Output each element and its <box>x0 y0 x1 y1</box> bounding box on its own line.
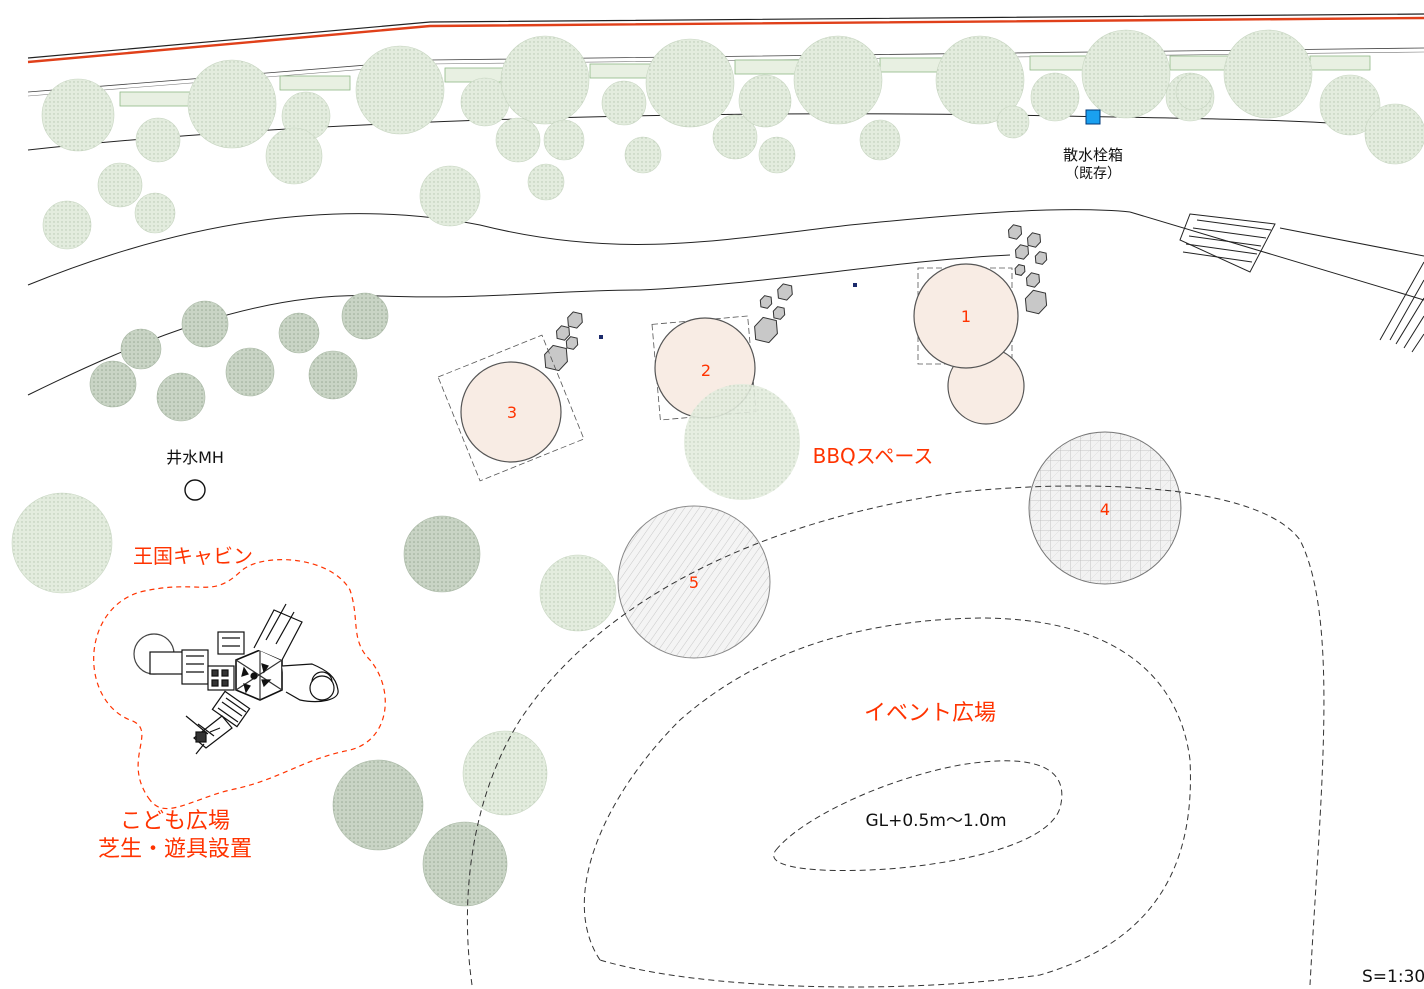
tree-canopy-icon <box>278 312 320 354</box>
tree-canopy-icon <box>308 350 358 400</box>
tree-canopy-icon <box>527 163 565 201</box>
paved-area-4 <box>1028 431 1182 585</box>
tree-canopy-icon <box>187 59 277 149</box>
tree-canopy-icon <box>935 35 1025 125</box>
kids-plaza-sublabel: 芝生・遊具設置 <box>98 837 252 862</box>
tree-canopy-icon <box>403 515 481 593</box>
sprinkler-box-label: 散水栓箱 <box>1063 146 1123 164</box>
tree-canopy-icon <box>355 45 445 135</box>
sprinkler-box-label-existing: （既存） <box>1065 166 1121 182</box>
square-marker-icon <box>1085 109 1101 125</box>
marker-icon <box>599 335 603 339</box>
boulder-icon <box>1034 251 1048 265</box>
boulder-icon <box>1026 232 1042 248</box>
tree-canopy-icon <box>738 74 792 128</box>
tree-canopy-icon <box>41 78 115 152</box>
event-plaza-contours <box>466 485 1325 988</box>
tree-canopy-icon <box>543 119 585 161</box>
bbq-space-label: BBQスペース <box>813 444 934 468</box>
marker-icon <box>853 283 857 287</box>
tree-canopy-icon <box>1081 29 1171 119</box>
tree-canopy-icon <box>134 192 176 234</box>
stairs <box>1129 211 1424 353</box>
tree-canopy-icon <box>341 292 389 340</box>
tree-canopy-icon <box>539 554 617 632</box>
boulder-icon <box>555 325 571 341</box>
lawn-area-5 <box>617 505 771 659</box>
bbq-spot-1 <box>913 263 1025 425</box>
bbq-spot-3 <box>437 334 585 482</box>
tree-canopy-icon <box>712 114 758 160</box>
boulder-icon <box>1024 289 1048 315</box>
tree-canopy-icon <box>419 165 481 227</box>
ground-level-label: GL+0.5m〜1.0m <box>865 811 1006 831</box>
boulder-group <box>544 224 1048 372</box>
tree-canopy-icon <box>97 162 143 208</box>
play-structure-icon <box>133 603 339 755</box>
boulder-icon <box>565 336 579 350</box>
boulder-icon <box>754 316 778 344</box>
spot-number-3: 3 <box>507 403 517 422</box>
tree-canopy-icon <box>89 360 137 408</box>
tree-canopy-icon <box>500 35 590 125</box>
boulder-icon <box>1025 272 1041 288</box>
tree-canopy-icon <box>42 200 92 250</box>
event-plaza-label: イベント広場 <box>864 701 996 726</box>
boulder-icon <box>1014 244 1030 260</box>
tree-canopy-icon <box>758 136 796 174</box>
tree-canopy-icon <box>135 117 181 163</box>
tree-canopy-icon <box>225 347 275 397</box>
tree-canopy-icon <box>462 730 548 816</box>
spot-number-2: 2 <box>701 361 711 380</box>
tree-canopy-icon <box>624 136 662 174</box>
tree-canopy-icon <box>1364 103 1424 165</box>
tree-canopy-icon <box>859 119 901 161</box>
spot-number-1: 1 <box>961 307 971 326</box>
well-mh-label: 井水MH <box>166 448 224 467</box>
tree-canopy-icon <box>495 117 541 163</box>
boulder-icon <box>1007 224 1023 240</box>
spot-number-5: 5 <box>689 573 699 592</box>
tree-canopy-icon <box>793 35 883 125</box>
tree-canopy-icon <box>684 384 800 500</box>
manhole-circle-icon <box>184 479 206 501</box>
tree-canopy-icon <box>181 300 229 348</box>
tree-canopy-icon <box>156 372 206 422</box>
boulder-icon <box>777 283 793 301</box>
spot-number-4: 4 <box>1100 500 1110 519</box>
tree-canopy-icon <box>1319 74 1381 136</box>
boulder-icon <box>567 311 583 329</box>
scale-label: S=1:30 <box>1362 967 1424 987</box>
tree-canopy-icon <box>645 38 735 128</box>
tree-canopy-icon <box>1030 72 1080 122</box>
tree-canopies <box>11 29 1424 907</box>
boulder-icon <box>772 306 786 320</box>
tree-canopy-icon <box>265 127 323 185</box>
tree-canopy-icon <box>1175 73 1213 111</box>
kids-plaza-boundary <box>93 559 386 810</box>
tree-canopy-icon <box>996 105 1030 139</box>
boulder-icon <box>1014 264 1026 276</box>
tree-canopy-icon <box>1223 29 1313 119</box>
tree-canopy-icon <box>601 80 647 126</box>
tree-canopy-icon <box>11 492 113 594</box>
kingdom-cabin-label: 王国キャビン <box>133 544 253 568</box>
boulder-icon <box>759 295 773 309</box>
tree-canopy-icon <box>422 821 508 907</box>
tree-canopy-icon <box>120 328 162 370</box>
hedge-strip <box>119 55 1371 107</box>
kids-plaza-label: こども広場 <box>120 809 230 834</box>
tree-canopy-icon <box>332 759 424 851</box>
boulder-icon <box>544 344 568 372</box>
